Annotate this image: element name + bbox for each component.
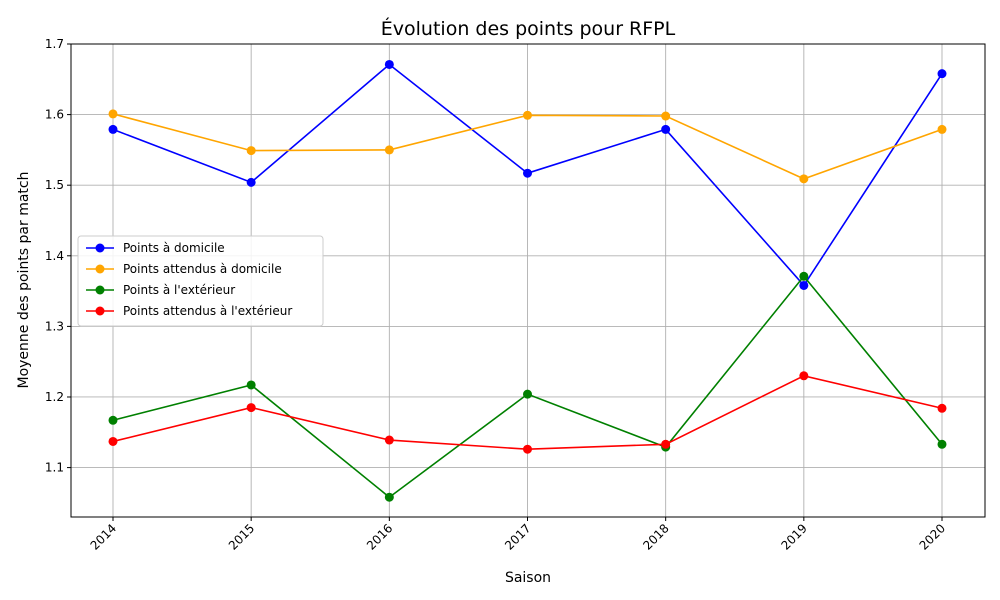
data-point [661, 124, 671, 134]
y-tick-label: 1.4 [45, 249, 64, 263]
data-point [523, 110, 532, 120]
data-point [937, 439, 947, 449]
y-tick-label: 1.3 [45, 319, 64, 333]
y-tick-label: 1.1 [45, 461, 64, 475]
y-tick-label: 1.5 [45, 178, 64, 192]
chart-title: Évolution des points pour RFPL [381, 17, 676, 40]
data-point [799, 371, 809, 381]
y-axis-title: Moyenne des points par match [16, 172, 32, 389]
data-point [384, 492, 394, 502]
series-layer [108, 59, 947, 502]
y-tick-label: 1.7 [45, 37, 64, 51]
data-point [108, 109, 118, 119]
data-point [384, 145, 394, 155]
data-point [661, 111, 671, 121]
legend-label: Points à domicile [123, 241, 225, 255]
series-2 [108, 109, 947, 184]
legend-marker [95, 243, 105, 253]
data-point [384, 435, 394, 445]
data-point [246, 403, 256, 413]
legend-label: Points attendus à domicile [123, 262, 282, 276]
y-tick-label: 1.6 [45, 108, 64, 122]
legend-marker [95, 285, 105, 295]
data-point [799, 174, 809, 184]
data-point [661, 439, 671, 449]
data-point [799, 280, 809, 290]
data-point [108, 436, 118, 446]
data-point [523, 168, 532, 178]
data-point [799, 271, 809, 281]
data-point [523, 444, 532, 454]
series-1 [108, 59, 947, 290]
data-point [246, 146, 256, 156]
data-point [937, 403, 947, 413]
data-point [246, 177, 256, 187]
data-point [108, 124, 118, 134]
legend: Points à domicile Points attendus à domic… [77, 235, 324, 327]
x-axis-title: Saison [505, 570, 551, 586]
data-point [108, 415, 118, 425]
y-tick-label: 1.2 [45, 390, 64, 404]
legend-marker [95, 264, 105, 274]
data-point [937, 69, 947, 79]
legend-label: Points à l'extérieur [123, 283, 235, 297]
data-point [937, 124, 947, 134]
legend-box [77, 235, 324, 327]
data-point [523, 389, 532, 399]
legend-label: Points attendus à l'extérieur [123, 304, 292, 318]
data-point [246, 380, 256, 390]
data-point [384, 59, 394, 69]
series-4 [108, 371, 947, 454]
legend-marker [95, 306, 105, 316]
